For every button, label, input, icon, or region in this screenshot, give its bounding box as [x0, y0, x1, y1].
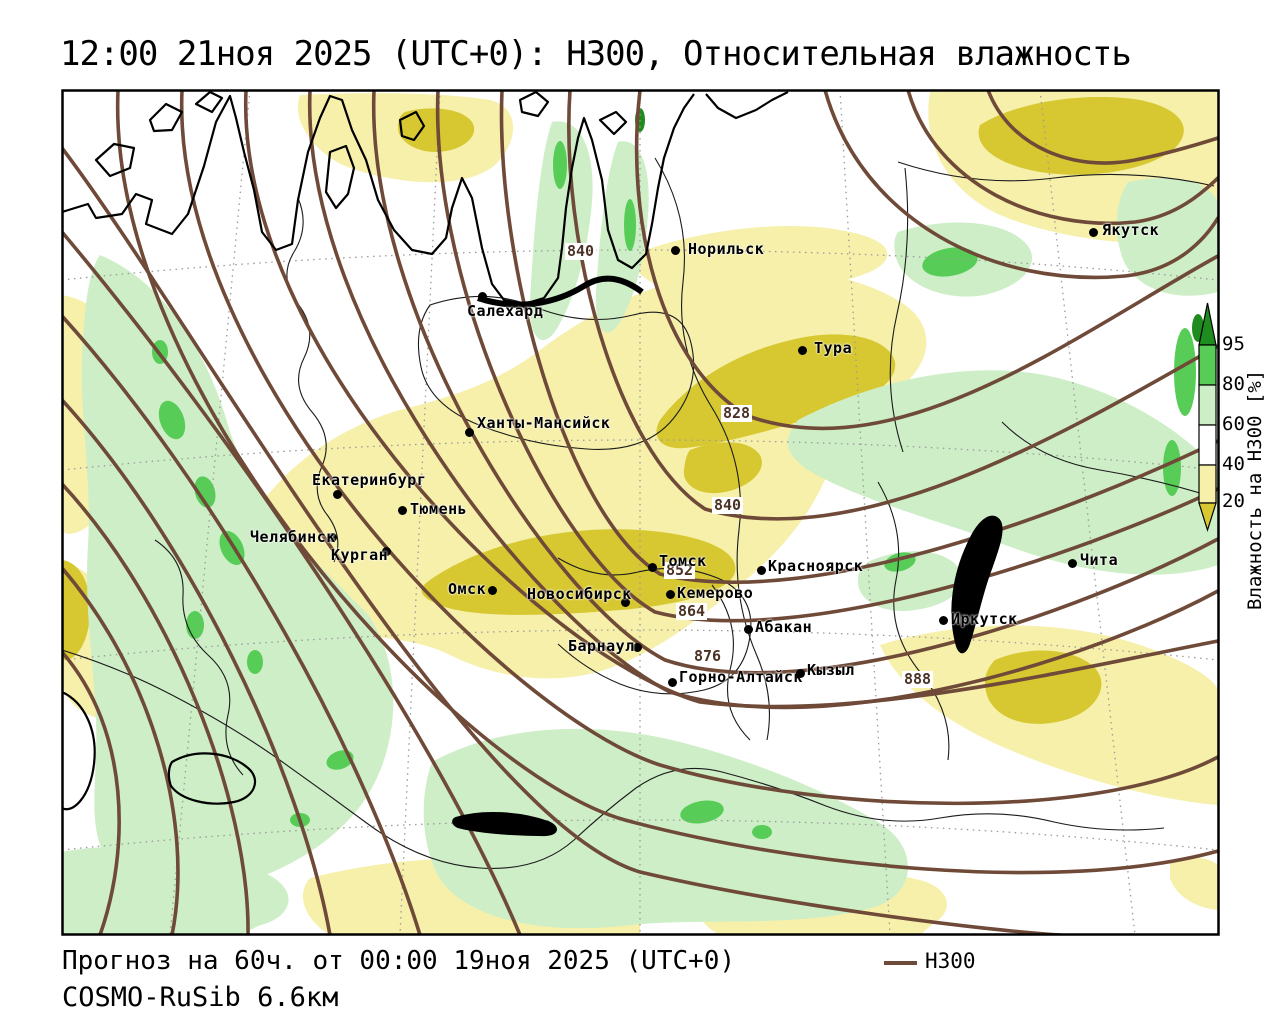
caspian-coast	[62, 690, 96, 811]
model-info: COSMO-RuSib 6.6км	[62, 982, 339, 1013]
city-label: Челябинск	[250, 528, 336, 546]
colorbar-tick-label: 20	[1222, 490, 1245, 512]
contour-value-label: 840	[712, 496, 744, 514]
city-dot	[332, 489, 342, 499]
city-label: Барнаул	[568, 637, 635, 655]
city-label: Омск	[448, 580, 487, 598]
city-dot	[632, 642, 642, 652]
colorbar-seg-60-80	[1198, 384, 1217, 426]
contour-value-label: 828	[721, 404, 753, 422]
graticule	[62, 90, 1219, 935]
city-dot	[667, 677, 677, 687]
city-label: Ханты-Мансийск	[477, 414, 611, 432]
city-label: Новосибирск	[527, 585, 632, 603]
contour-value-label: 876	[692, 647, 724, 665]
colorbar	[1198, 302, 1217, 532]
ob-estuary	[477, 275, 644, 308]
city-label: Чита	[1080, 551, 1119, 569]
h300-contour-lines	[62, 90, 1219, 935]
legend-label: H300	[925, 949, 976, 973]
forecast-info: Прогноз на 60ч. от 00:00 19ноя 2025 (UTC…	[62, 946, 736, 976]
contour-value-label: 864	[676, 602, 708, 620]
city-dot	[477, 291, 487, 301]
coastlines	[62, 90, 1003, 837]
city-dot	[1067, 558, 1077, 568]
city-label: Курган	[331, 546, 389, 564]
city-label: Якутск	[1102, 221, 1160, 239]
city-dot	[327, 532, 337, 542]
city-label: Тура	[814, 339, 853, 357]
contour-value-label: 852	[664, 561, 696, 579]
city-label: Томск	[659, 552, 707, 570]
contour-value-label: 840	[565, 242, 597, 260]
city-dot	[743, 624, 753, 634]
city-dot	[464, 427, 474, 437]
colorbar-tick-label: 40	[1222, 453, 1245, 475]
city-label: Норильск	[688, 240, 765, 258]
lake-west	[167, 752, 257, 805]
city-label: Екатеринбург	[312, 471, 427, 489]
city-label: Кемерово	[677, 584, 754, 602]
city-dot	[1088, 227, 1098, 237]
city-dot	[938, 615, 948, 625]
city-label: Иркутск	[951, 610, 1018, 628]
chart-title: 12:00 21ноя 2025 (UTC+0): H300, Относите…	[60, 34, 1132, 74]
colorbar-cap-bottom	[1198, 502, 1217, 532]
city-label: Красноярск	[768, 557, 864, 575]
city-dot	[670, 245, 680, 255]
city-dot	[381, 546, 391, 556]
humidity-fill-verydry	[62, 97, 1184, 724]
city-dot	[795, 668, 805, 678]
city-dot	[487, 585, 497, 595]
city-label: Тюмень	[410, 500, 468, 518]
city-dot	[647, 562, 657, 572]
city-dot	[665, 589, 675, 599]
colorbar-title: Влажность на H300 [%]	[1244, 369, 1266, 610]
colorbar-tick-label: 60	[1222, 413, 1245, 435]
colorbar-seg-40-60	[1198, 424, 1217, 466]
colorbar-seg-20-40	[1198, 464, 1217, 504]
colorbar-tick-label: 95	[1222, 333, 1245, 355]
lake-baikal	[951, 515, 1003, 654]
city-label: Абакан	[755, 618, 813, 636]
lake-balkhash	[452, 811, 557, 837]
city-label: Кызыл	[807, 661, 855, 679]
admin-borders	[62, 157, 1217, 869]
city-dot	[756, 565, 766, 575]
colorbar-seg-80-95	[1198, 344, 1217, 386]
colorbar-tick-label: 80	[1222, 373, 1245, 395]
city-dot	[620, 597, 630, 607]
city-label: Салехард	[467, 302, 544, 320]
contour-value-label: 888	[902, 670, 934, 688]
city-label: Горно-Алтайск	[679, 668, 803, 686]
map-frame	[61, 89, 1220, 936]
legend-contour-sample	[884, 961, 917, 965]
city-dot	[397, 505, 407, 515]
city-dot	[797, 345, 807, 355]
